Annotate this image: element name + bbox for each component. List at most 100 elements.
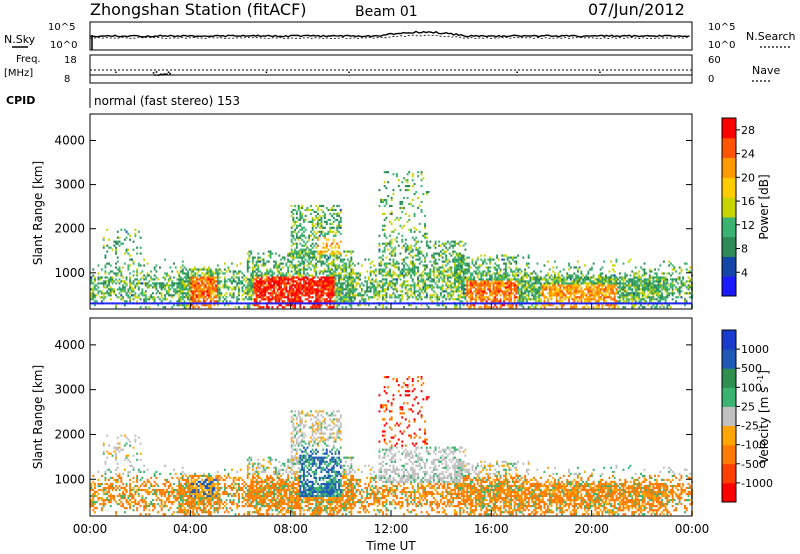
- power-cell: [320, 280, 323, 283]
- power-cell: [662, 276, 665, 279]
- power-cell: [580, 298, 583, 301]
- power-cell: [445, 246, 448, 249]
- power-cell: [476, 282, 479, 285]
- power-cell: [295, 296, 298, 299]
- power-cell: [287, 292, 290, 295]
- power-cell: [455, 278, 458, 281]
- power-cell: [441, 300, 444, 303]
- power-cell: [183, 280, 186, 283]
- power-cell: [664, 296, 667, 299]
- power-cell: [341, 306, 344, 309]
- noise-trace: [89, 30, 690, 50]
- power-cell: [183, 272, 186, 275]
- power-cell: [315, 242, 318, 245]
- power-cell: [339, 300, 342, 303]
- power-cell: [480, 254, 483, 257]
- power-cell: [178, 298, 181, 301]
- power-cell: [367, 304, 370, 307]
- power-cell: [109, 292, 112, 295]
- power-cell: [597, 282, 600, 285]
- power-cell: [659, 276, 662, 279]
- power-cell: [534, 272, 537, 275]
- power-cell: [629, 284, 632, 287]
- power-cell: [503, 276, 505, 279]
- power-cell: [378, 290, 381, 293]
- power-cell: [576, 280, 579, 283]
- power-cell: [308, 262, 311, 265]
- power-cell: [394, 266, 397, 269]
- power-cell: [515, 274, 518, 277]
- power-cell: [455, 306, 458, 309]
- power-cell: [499, 280, 502, 283]
- power-cell: [511, 288, 514, 291]
- power-cell: [188, 286, 191, 289]
- power-cell: [612, 292, 614, 295]
- power-cell: [211, 290, 214, 293]
- power-cell: [633, 286, 635, 289]
- power-cell: [454, 262, 456, 265]
- power-cell: [320, 304, 323, 307]
- power-cell: [315, 270, 318, 273]
- power-cell: [327, 288, 330, 291]
- power-cell: [394, 286, 397, 289]
- power-cell: [457, 256, 460, 259]
- power-cell: [657, 288, 660, 291]
- power-cell: [311, 292, 314, 295]
- power-cell: [471, 294, 474, 297]
- power-cell: [406, 294, 409, 297]
- power-cell: [339, 224, 342, 227]
- power-cell: [255, 294, 258, 297]
- power-cell: [320, 262, 323, 265]
- power-cell: [599, 278, 602, 281]
- power-cell: [555, 278, 558, 281]
- power-cell: [508, 288, 511, 291]
- power-cell: [443, 278, 446, 281]
- power-cell: [343, 270, 346, 273]
- power-cell: [534, 306, 537, 309]
- power-cell: [290, 286, 293, 289]
- power-cell: [501, 280, 504, 283]
- power-cell: [211, 298, 214, 301]
- power-cell: [304, 294, 307, 297]
- power-cell: [525, 286, 528, 289]
- power-cell: [192, 268, 195, 271]
- power-cell: [336, 284, 339, 287]
- power-cell: [520, 292, 523, 295]
- power-cell: [483, 280, 486, 283]
- power-cell: [385, 288, 388, 291]
- power-cell: [422, 284, 425, 287]
- power-cell: [290, 262, 293, 265]
- power-cell: [201, 268, 203, 271]
- power-cell: [299, 270, 302, 273]
- power-cell: [540, 270, 542, 273]
- power-cell: [608, 286, 611, 289]
- power-cell: [424, 224, 426, 227]
- power-cell: [624, 296, 627, 299]
- power-cell: [304, 208, 307, 212]
- power-cell: [443, 270, 446, 273]
- power-cell: [382, 306, 384, 309]
- power-cell: [662, 282, 665, 285]
- power-cell: [476, 288, 479, 291]
- power-cell: [403, 244, 405, 247]
- power-cell: [294, 304, 297, 307]
- power-cell: [283, 284, 286, 287]
- power-cell: [415, 236, 418, 239]
- power-cell: [555, 298, 558, 301]
- power-cell: [590, 276, 593, 279]
- power-cell: [246, 284, 249, 287]
- power-cell: [313, 218, 316, 221]
- power-cell: [438, 274, 441, 277]
- power-cell: [397, 294, 400, 297]
- power-cell: [327, 306, 330, 309]
- power-cell: [209, 280, 212, 283]
- power-cell: [417, 248, 419, 251]
- power-cell: [626, 296, 628, 299]
- power-cell: [424, 236, 426, 239]
- power-cell: [120, 242, 123, 245]
- power-cell: [271, 286, 274, 289]
- power-cell: [469, 266, 472, 269]
- power-cell: [650, 270, 653, 273]
- power-cell: [454, 278, 456, 281]
- power-cell: [183, 292, 186, 295]
